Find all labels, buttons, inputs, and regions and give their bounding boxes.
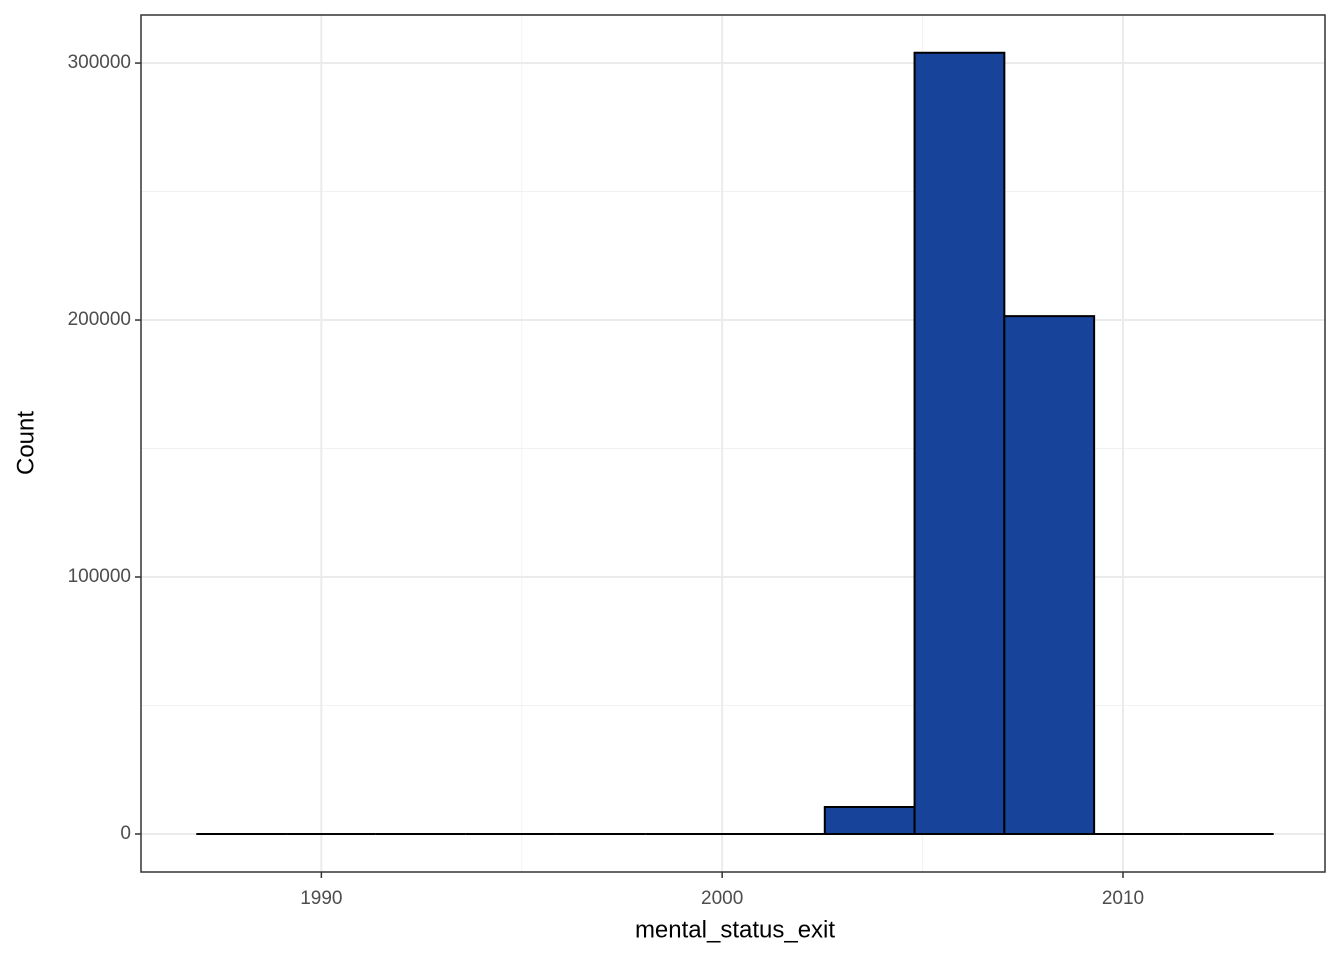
bar [913, 51, 1006, 835]
bar [823, 805, 916, 835]
panel-background [141, 15, 1325, 872]
x-tick-label: 1990 [300, 888, 342, 909]
x-axis-title: mental_status_exit [635, 916, 835, 943]
x-tick-label: 2010 [1102, 888, 1144, 909]
y-axis-title: Count [12, 411, 39, 475]
x-tick-label: 2000 [701, 888, 743, 909]
y-tick-label: 300000 [68, 52, 131, 73]
y-tick-label: 100000 [68, 566, 131, 587]
y-tick-label: 0 [120, 823, 131, 844]
bar [1003, 315, 1096, 835]
panel-border [140, 14, 1326, 873]
y-tick-label: 200000 [68, 309, 131, 330]
